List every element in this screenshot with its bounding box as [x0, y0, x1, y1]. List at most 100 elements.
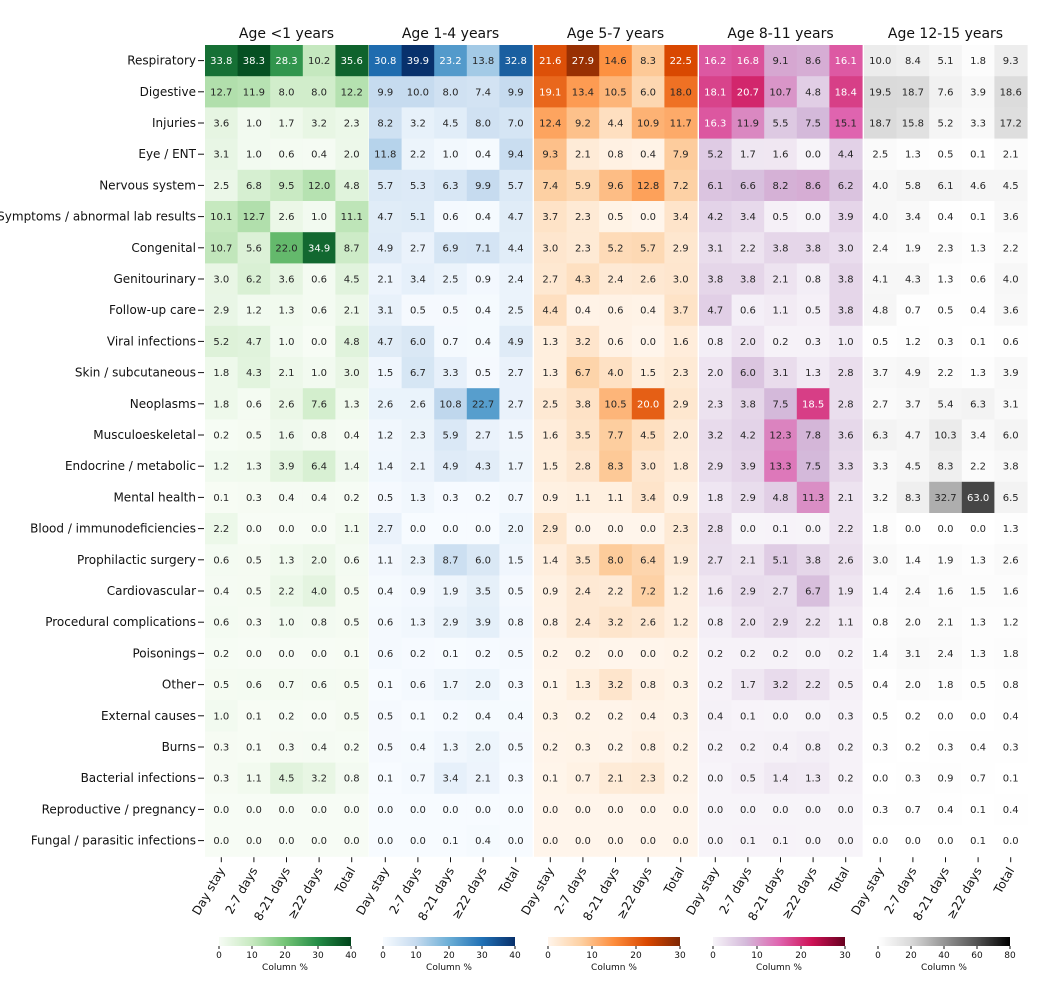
- heatmap-cell: [566, 762, 600, 795]
- cell-value: 2.1: [938, 618, 954, 629]
- heatmap-cell: [302, 793, 336, 826]
- cell-value: 0.1: [443, 649, 459, 660]
- column-label: Total: [991, 865, 1018, 897]
- row-label: Blood / immunodeficiencies: [30, 522, 196, 536]
- cell-value: 0.8: [542, 618, 558, 629]
- heatmap-cell: [335, 637, 369, 670]
- cell-value: 6.2: [838, 181, 854, 192]
- cell-value: 0.4: [640, 711, 656, 722]
- heatmap-cell: [369, 575, 403, 608]
- heatmap-cell: [664, 606, 698, 639]
- heatmap-cell: [599, 76, 633, 108]
- heatmap-cell: [631, 169, 665, 202]
- heatmap-cell: [534, 762, 568, 795]
- heatmap-cell: [829, 76, 863, 108]
- heatmap-cell: [205, 731, 239, 764]
- heatmap-cell: [796, 107, 830, 140]
- cell-value: 0.0: [575, 836, 591, 847]
- heatmap-cell: [994, 169, 1028, 202]
- heatmap-cell: [566, 450, 600, 483]
- cell-value: 1.7: [740, 680, 756, 691]
- cell-value: 1.6: [938, 587, 954, 598]
- cell-value: 0.5: [740, 774, 756, 785]
- heatmap-cell: [664, 169, 698, 202]
- cell-value: 1.5: [640, 368, 656, 379]
- cell-value: 0.4: [279, 493, 295, 504]
- heatmap-cell: [664, 263, 698, 296]
- heatmap-cell: [237, 450, 271, 483]
- heatmap-cell: [466, 575, 500, 608]
- heatmap-cell: [764, 731, 798, 764]
- cell-value: 0.0: [773, 805, 789, 816]
- cell-value: 0.4: [311, 150, 327, 161]
- heatmap-cell: [534, 388, 568, 420]
- heatmap-cell: [499, 731, 533, 764]
- heatmap-cell: [466, 388, 500, 420]
- column-label: Total: [496, 865, 523, 897]
- cell-value: 3.8: [707, 275, 723, 286]
- heatmap-cell: [270, 138, 304, 171]
- colorbar-tick-label: 0: [710, 951, 716, 961]
- cell-value: 0.0: [608, 524, 624, 535]
- cell-value: 3.2: [773, 680, 789, 691]
- cell-value: 3.8: [838, 306, 854, 317]
- cell-value: 0.7: [443, 337, 459, 348]
- heatmap-cell: [699, 731, 733, 764]
- colorbar-tick-label: 30: [312, 951, 324, 961]
- cell-value: 0.4: [475, 711, 491, 722]
- row-label: Skin / subcutaneous: [75, 366, 196, 380]
- cell-value: 0.6: [1003, 337, 1019, 348]
- heatmap-cell: [302, 731, 336, 764]
- heatmap-cell: [566, 76, 600, 108]
- cell-value: 2.7: [542, 275, 558, 286]
- heatmap-cell: [764, 825, 798, 857]
- heatmap-cell: [599, 419, 633, 452]
- heatmap-cell: [699, 388, 733, 420]
- cell-value: 0.1: [443, 836, 459, 847]
- heatmap-cell: [369, 107, 403, 140]
- heatmap-cell: [994, 325, 1028, 358]
- colorbar-tick-label: 10: [751, 951, 763, 961]
- cell-value: 0.3: [279, 743, 295, 754]
- cell-value: 2.0: [475, 743, 491, 754]
- cell-value: 3.9: [838, 212, 854, 223]
- cell-value: 2.4: [575, 618, 591, 629]
- heatmap-cell: [896, 575, 930, 608]
- cell-value: 11.1: [341, 212, 363, 223]
- heatmap-cell: [237, 388, 271, 420]
- cell-value: 2.2: [279, 587, 295, 598]
- cell-value: 4.9: [443, 462, 459, 473]
- heatmap-cell: [205, 294, 239, 327]
- heatmap-cell: [566, 232, 600, 264]
- cell-value: 3.6: [1003, 306, 1019, 317]
- heatmap-cell: [929, 357, 963, 389]
- heatmap-cell: [896, 762, 930, 795]
- heatmap-cell: [566, 169, 600, 202]
- heatmap-cell: [499, 294, 533, 327]
- cell-value: 0.4: [938, 212, 954, 223]
- cell-value: 4.9: [377, 243, 393, 254]
- heatmap-cell: [566, 45, 600, 77]
- heatmap-cell: [764, 481, 798, 514]
- cell-value: 2.4: [938, 649, 954, 660]
- cell-value: 8.3: [905, 493, 921, 504]
- cell-value: 2.2: [970, 462, 986, 473]
- cell-value: 8.7: [443, 555, 459, 566]
- cell-value: 2.2: [938, 368, 954, 379]
- cell-value: 4.3: [246, 368, 262, 379]
- heatmap-cell: [896, 481, 930, 514]
- heatmap-cell: [369, 169, 403, 202]
- heatmap-cell: [631, 201, 665, 233]
- heatmap-cell: [796, 544, 830, 576]
- heatmap-cell: [401, 201, 435, 233]
- cell-value: 0.1: [773, 836, 789, 847]
- heatmap-cell: [864, 575, 898, 608]
- heatmap-cell: [699, 169, 733, 202]
- cell-value: 33.8: [210, 56, 232, 67]
- panel-title: Age 8-11 years: [727, 26, 833, 42]
- heatmap-cell: [731, 481, 765, 514]
- cell-value: 2.0: [673, 431, 689, 442]
- cell-value: 4.0: [311, 587, 327, 598]
- heatmap-cell: [896, 325, 930, 358]
- cell-value: 8.0: [279, 87, 295, 98]
